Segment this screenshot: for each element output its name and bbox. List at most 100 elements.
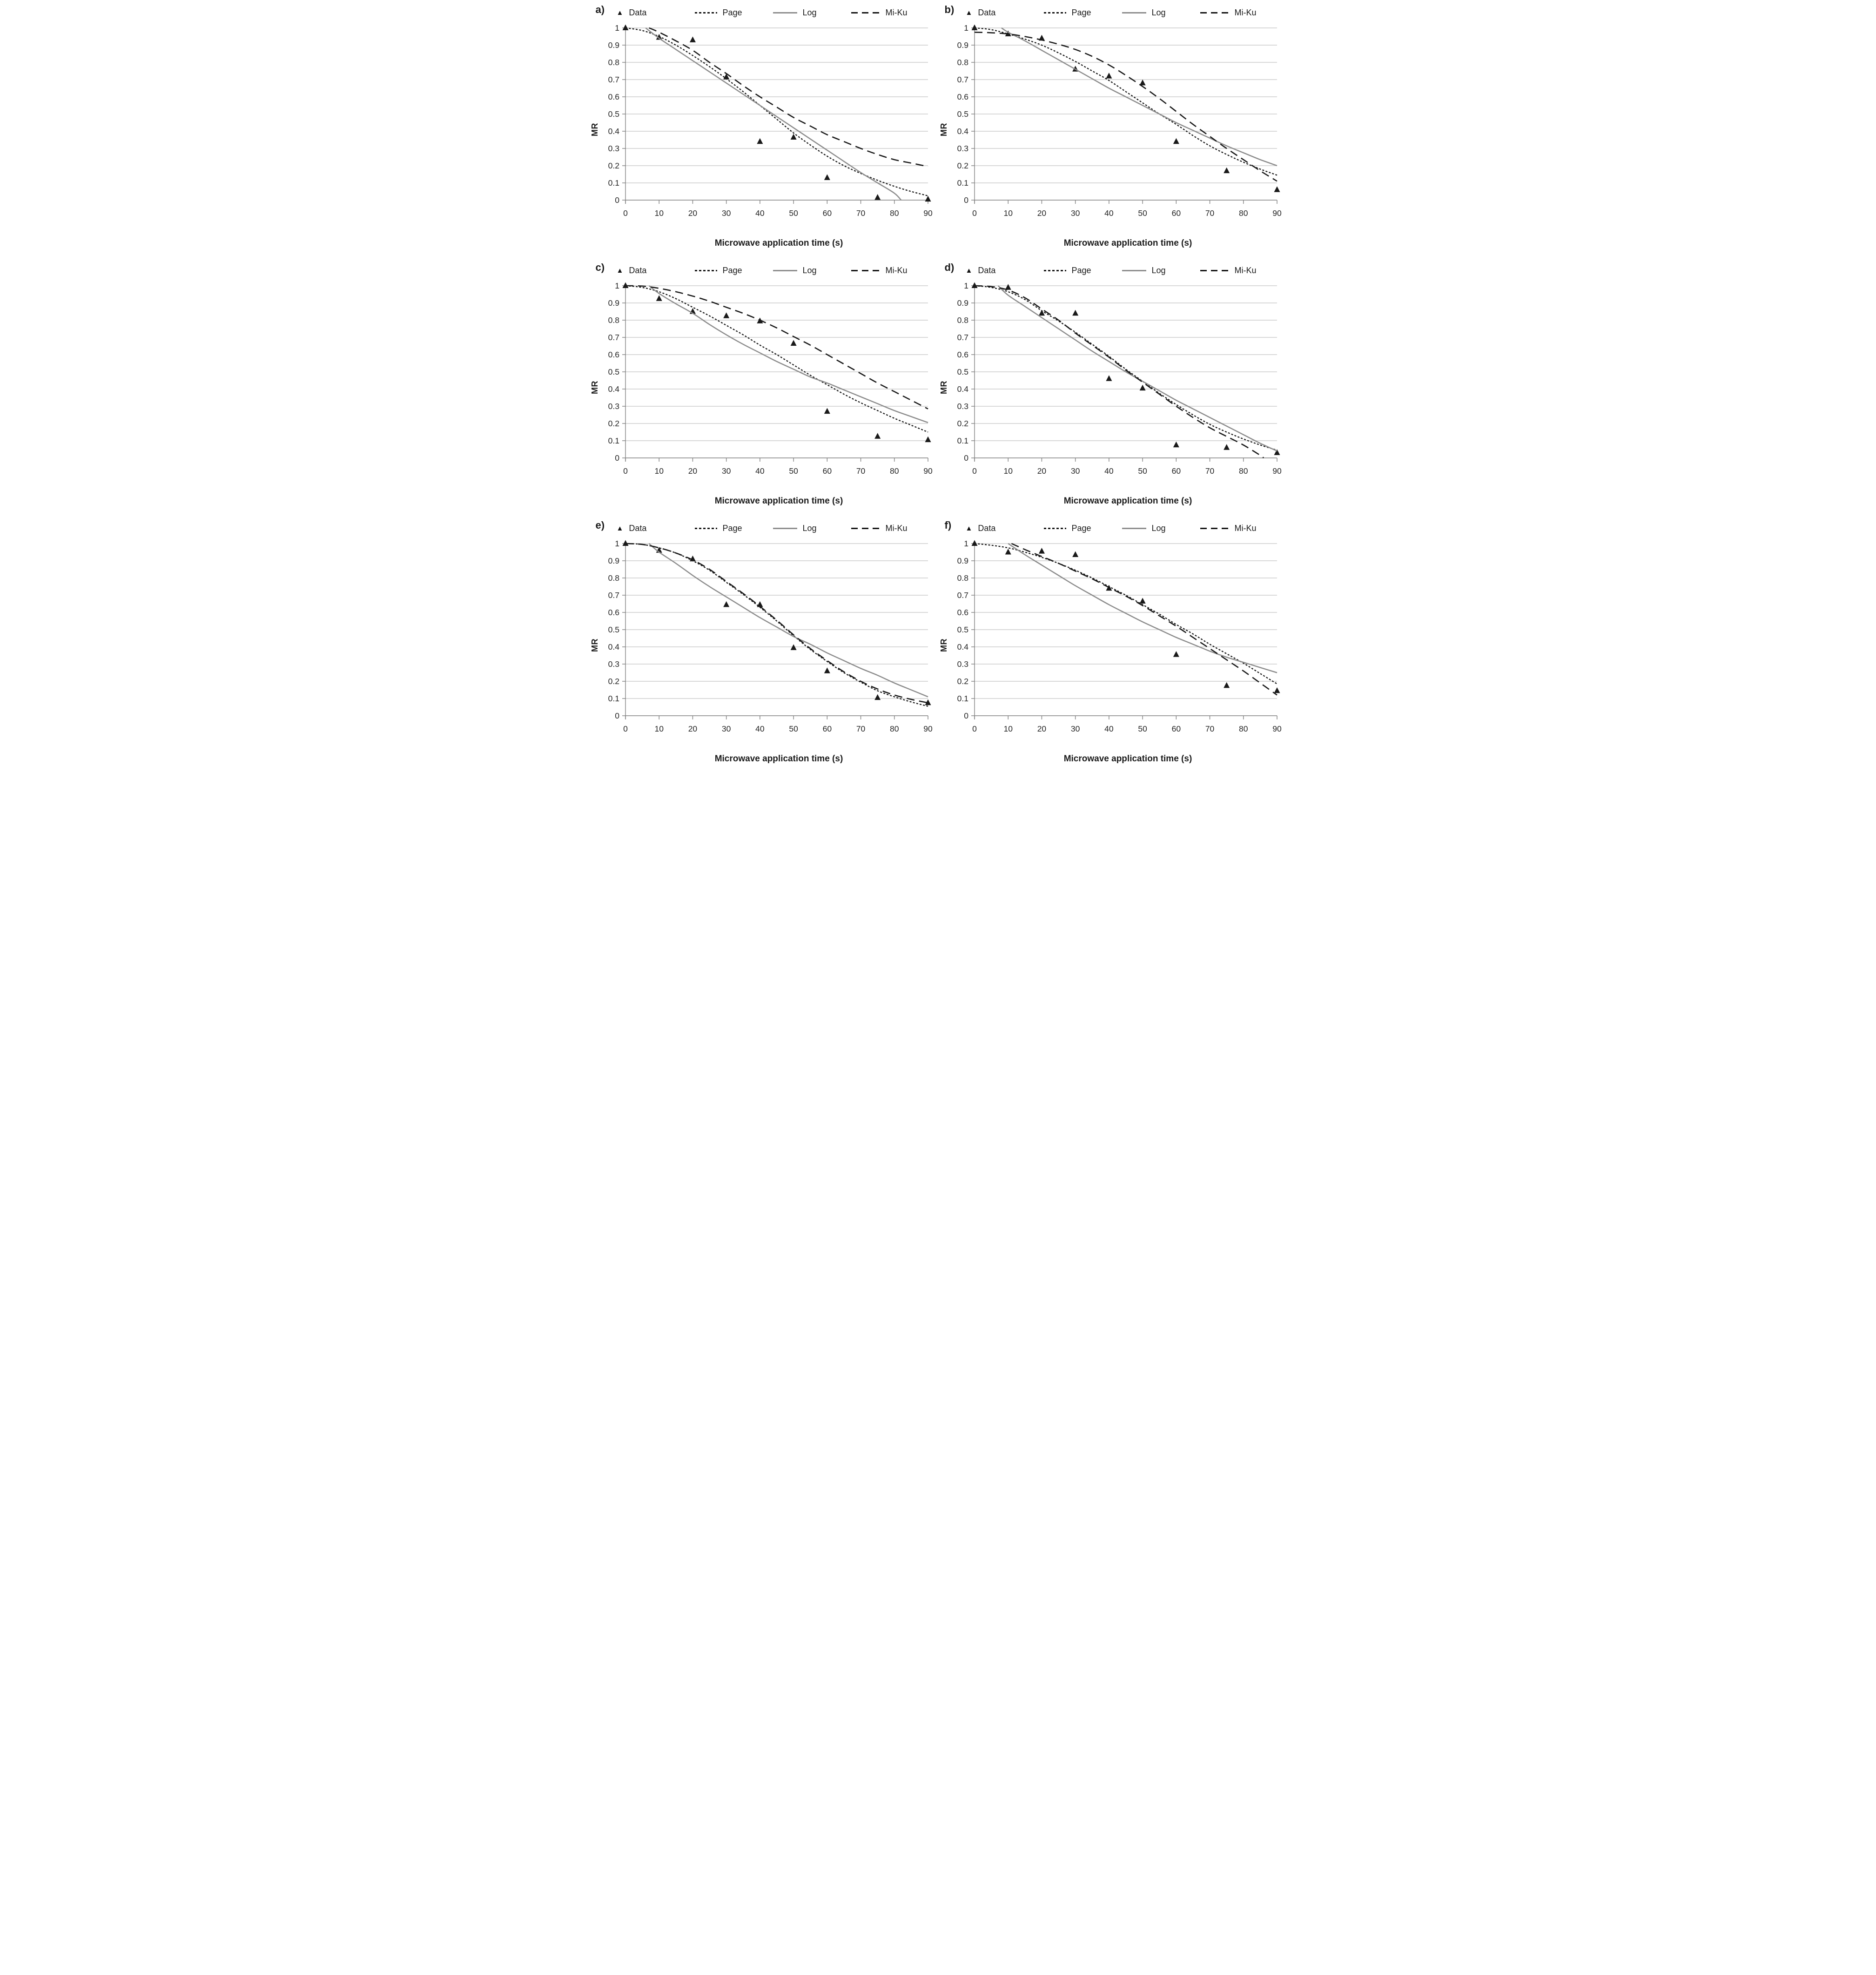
legend: ▲ Data Page Log Mi-Ku — [938, 261, 1287, 280]
solid-line-marker-icon — [773, 527, 797, 529]
legend-item-miku: Mi-Ku — [1200, 8, 1278, 18]
legend-item-miku: Mi-Ku — [1200, 524, 1278, 533]
svg-text:50: 50 — [789, 724, 798, 733]
panel-a: a) ▲ Data Page Log Mi-Ku MR 0 0.1 0.2 0.3 0.4… — [589, 3, 938, 249]
triangle-marker-icon: ▲ — [616, 266, 624, 275]
svg-text:10: 10 — [654, 466, 664, 476]
x-axis-title: Microwave application time (s) — [714, 238, 843, 248]
svg-text:0.5: 0.5 — [608, 367, 619, 376]
legend-label: Log — [802, 265, 817, 275]
dashed-line-marker-icon — [851, 12, 880, 13]
legend-label: Mi-Ku — [885, 523, 908, 533]
svg-text:70: 70 — [856, 466, 865, 476]
series-log — [648, 543, 928, 698]
axes — [971, 284, 1278, 462]
svg-text:0.5: 0.5 — [608, 109, 619, 119]
tick-labels: 00.10.20.30.40.50.60.70.80.910 10 20 30 40 50… — [957, 539, 1281, 733]
dashed-line-marker-icon — [1200, 527, 1229, 529]
panel-label: d) — [944, 262, 955, 273]
legend-item-miku: Mi-Ku — [851, 524, 929, 533]
y-axis-title: MR — [590, 380, 599, 394]
legend-label: Data — [629, 265, 647, 275]
svg-text:70: 70 — [1205, 466, 1214, 476]
legend-item-log: Log — [1122, 8, 1200, 18]
solid-line-marker-icon — [1122, 12, 1146, 13]
panel-label: c) — [595, 262, 605, 273]
legend-item-data: ▲ Data — [617, 524, 695, 533]
legend-label: Page — [722, 265, 742, 275]
svg-text:90: 90 — [923, 724, 933, 733]
legend-label: Mi-Ku — [885, 7, 908, 17]
legend-label: Data — [978, 523, 996, 533]
legend-item-data: ▲ Data — [966, 524, 1044, 533]
svg-text:0.6: 0.6 — [957, 608, 968, 617]
svg-text:0.2: 0.2 — [957, 161, 968, 170]
series-log — [1008, 543, 1277, 673]
svg-text:1: 1 — [615, 539, 619, 548]
svg-text:0.5: 0.5 — [608, 625, 619, 634]
dotted-line-marker-icon — [1043, 527, 1066, 529]
svg-text:0.2: 0.2 — [608, 419, 619, 428]
chart-svg: 00.10.20.30.40.50.60.70.80.910 10 20 30 40 50… — [957, 281, 1281, 476]
chart-svg: 00.10.20.30.40.50.60.70.80.910 10 20 30 40 50… — [608, 281, 932, 476]
legend-item-data: ▲ Data — [617, 266, 695, 275]
svg-text:30: 30 — [721, 208, 731, 218]
tick-labels: 00.10.20.30.40.50.60.70.80.910 10 20 30 40 50… — [957, 281, 1281, 476]
legend-label: Page — [1071, 523, 1091, 533]
series-page — [625, 285, 928, 433]
svg-text:30: 30 — [1070, 208, 1080, 218]
legend-item-miku: Mi-Ku — [851, 8, 929, 18]
plot-row: MR 0 0.1 0.2 0.3 0.4 0.5 0.6 0.7 0.8 0.9 1 0 10 20 30 4… — [589, 538, 938, 752]
svg-text:90: 90 — [1272, 466, 1282, 476]
svg-text:0: 0 — [964, 453, 968, 463]
svg-text:0: 0 — [615, 453, 619, 463]
plot-row: MR 0 0.1 0.2 0.3 0.4 0.5 0.6 0.7 0.8 0.9 1 0 10 20 30 4… — [938, 280, 1287, 494]
legend-item-miku: Mi-Ku — [851, 266, 929, 275]
legend-item-page: Page — [694, 524, 773, 533]
svg-text:0.9: 0.9 — [957, 40, 968, 50]
svg-text:30: 30 — [721, 466, 731, 476]
svg-text:0.6: 0.6 — [608, 350, 619, 359]
figure-grid: a) ▲ Data Page Log Mi-Ku MR 0 0.1 0.2 0.3 0.4… — [589, 0, 1287, 773]
legend-label: Data — [629, 523, 647, 533]
svg-text:0.3: 0.3 — [608, 659, 619, 669]
solid-line-marker-icon — [1122, 269, 1146, 271]
panel-label: f) — [944, 519, 952, 531]
series-data — [622, 24, 931, 202]
svg-text:0.2: 0.2 — [608, 161, 619, 170]
series-miku — [1011, 543, 1278, 696]
svg-text:0.7: 0.7 — [957, 75, 968, 84]
legend: ▲ Data Page Log Mi-Ku — [589, 518, 938, 538]
svg-text:20: 20 — [688, 466, 697, 476]
series-log — [1001, 27, 1277, 167]
plot-row: MR 0 0.1 0.2 0.3 0.4 0.5 0.6 0.7 0.8 0.9 1 0 10 20 30 4… — [938, 538, 1287, 752]
triangle-marker-icon: ▲ — [965, 266, 973, 275]
svg-text:1: 1 — [964, 539, 968, 548]
chart-area: 0 0.1 0.2 0.3 0.4 0.5 0.6 0.7 0.8 0.9 1 0 10 20 30 40 50… — [950, 22, 1282, 236]
triangle-marker-icon: ▲ — [965, 524, 973, 532]
svg-text:0.1: 0.1 — [957, 436, 968, 445]
legend-label: Mi-Ku — [1234, 265, 1257, 275]
svg-text:0.1: 0.1 — [957, 694, 968, 703]
panel-b: b) ▲ Data Page Log Mi-Ku MR 0 0.1 0.2 0.3 0.4… — [938, 3, 1287, 249]
legend-label: Data — [629, 7, 647, 17]
svg-text:50: 50 — [789, 208, 798, 218]
solid-line-marker-icon — [1122, 527, 1146, 529]
svg-text:0.9: 0.9 — [608, 556, 619, 565]
svg-text:0.3: 0.3 — [608, 402, 619, 411]
x-axis-title: Microwave application time (s) — [714, 496, 843, 506]
svg-text:0: 0 — [972, 466, 977, 476]
y-axis-title: MR — [939, 638, 948, 652]
tick-labels: 00.10.20.30.40.50.60.70.80.910 10 20 30 40 50… — [957, 23, 1281, 218]
legend-label: Log — [802, 7, 817, 17]
axes — [622, 26, 928, 204]
svg-text:0: 0 — [623, 466, 628, 476]
chart-area: 0 0.1 0.2 0.3 0.4 0.5 0.6 0.7 0.8 0.9 1 0 10 20 30 40 50… — [601, 22, 933, 236]
panel-f: f) ▲ Data Page Log Mi-Ku MR 0 0.1 0.2 0.3 0.4… — [938, 518, 1287, 764]
svg-text:40: 40 — [755, 208, 765, 218]
svg-text:1: 1 — [615, 23, 619, 33]
dotted-line-marker-icon — [694, 269, 717, 271]
chart-svg: 00.10.20.30.40.50.60.70.80.910 10 20 30 40 50… — [957, 539, 1281, 733]
panel-label: a) — [595, 4, 605, 15]
svg-text:1: 1 — [964, 23, 968, 33]
